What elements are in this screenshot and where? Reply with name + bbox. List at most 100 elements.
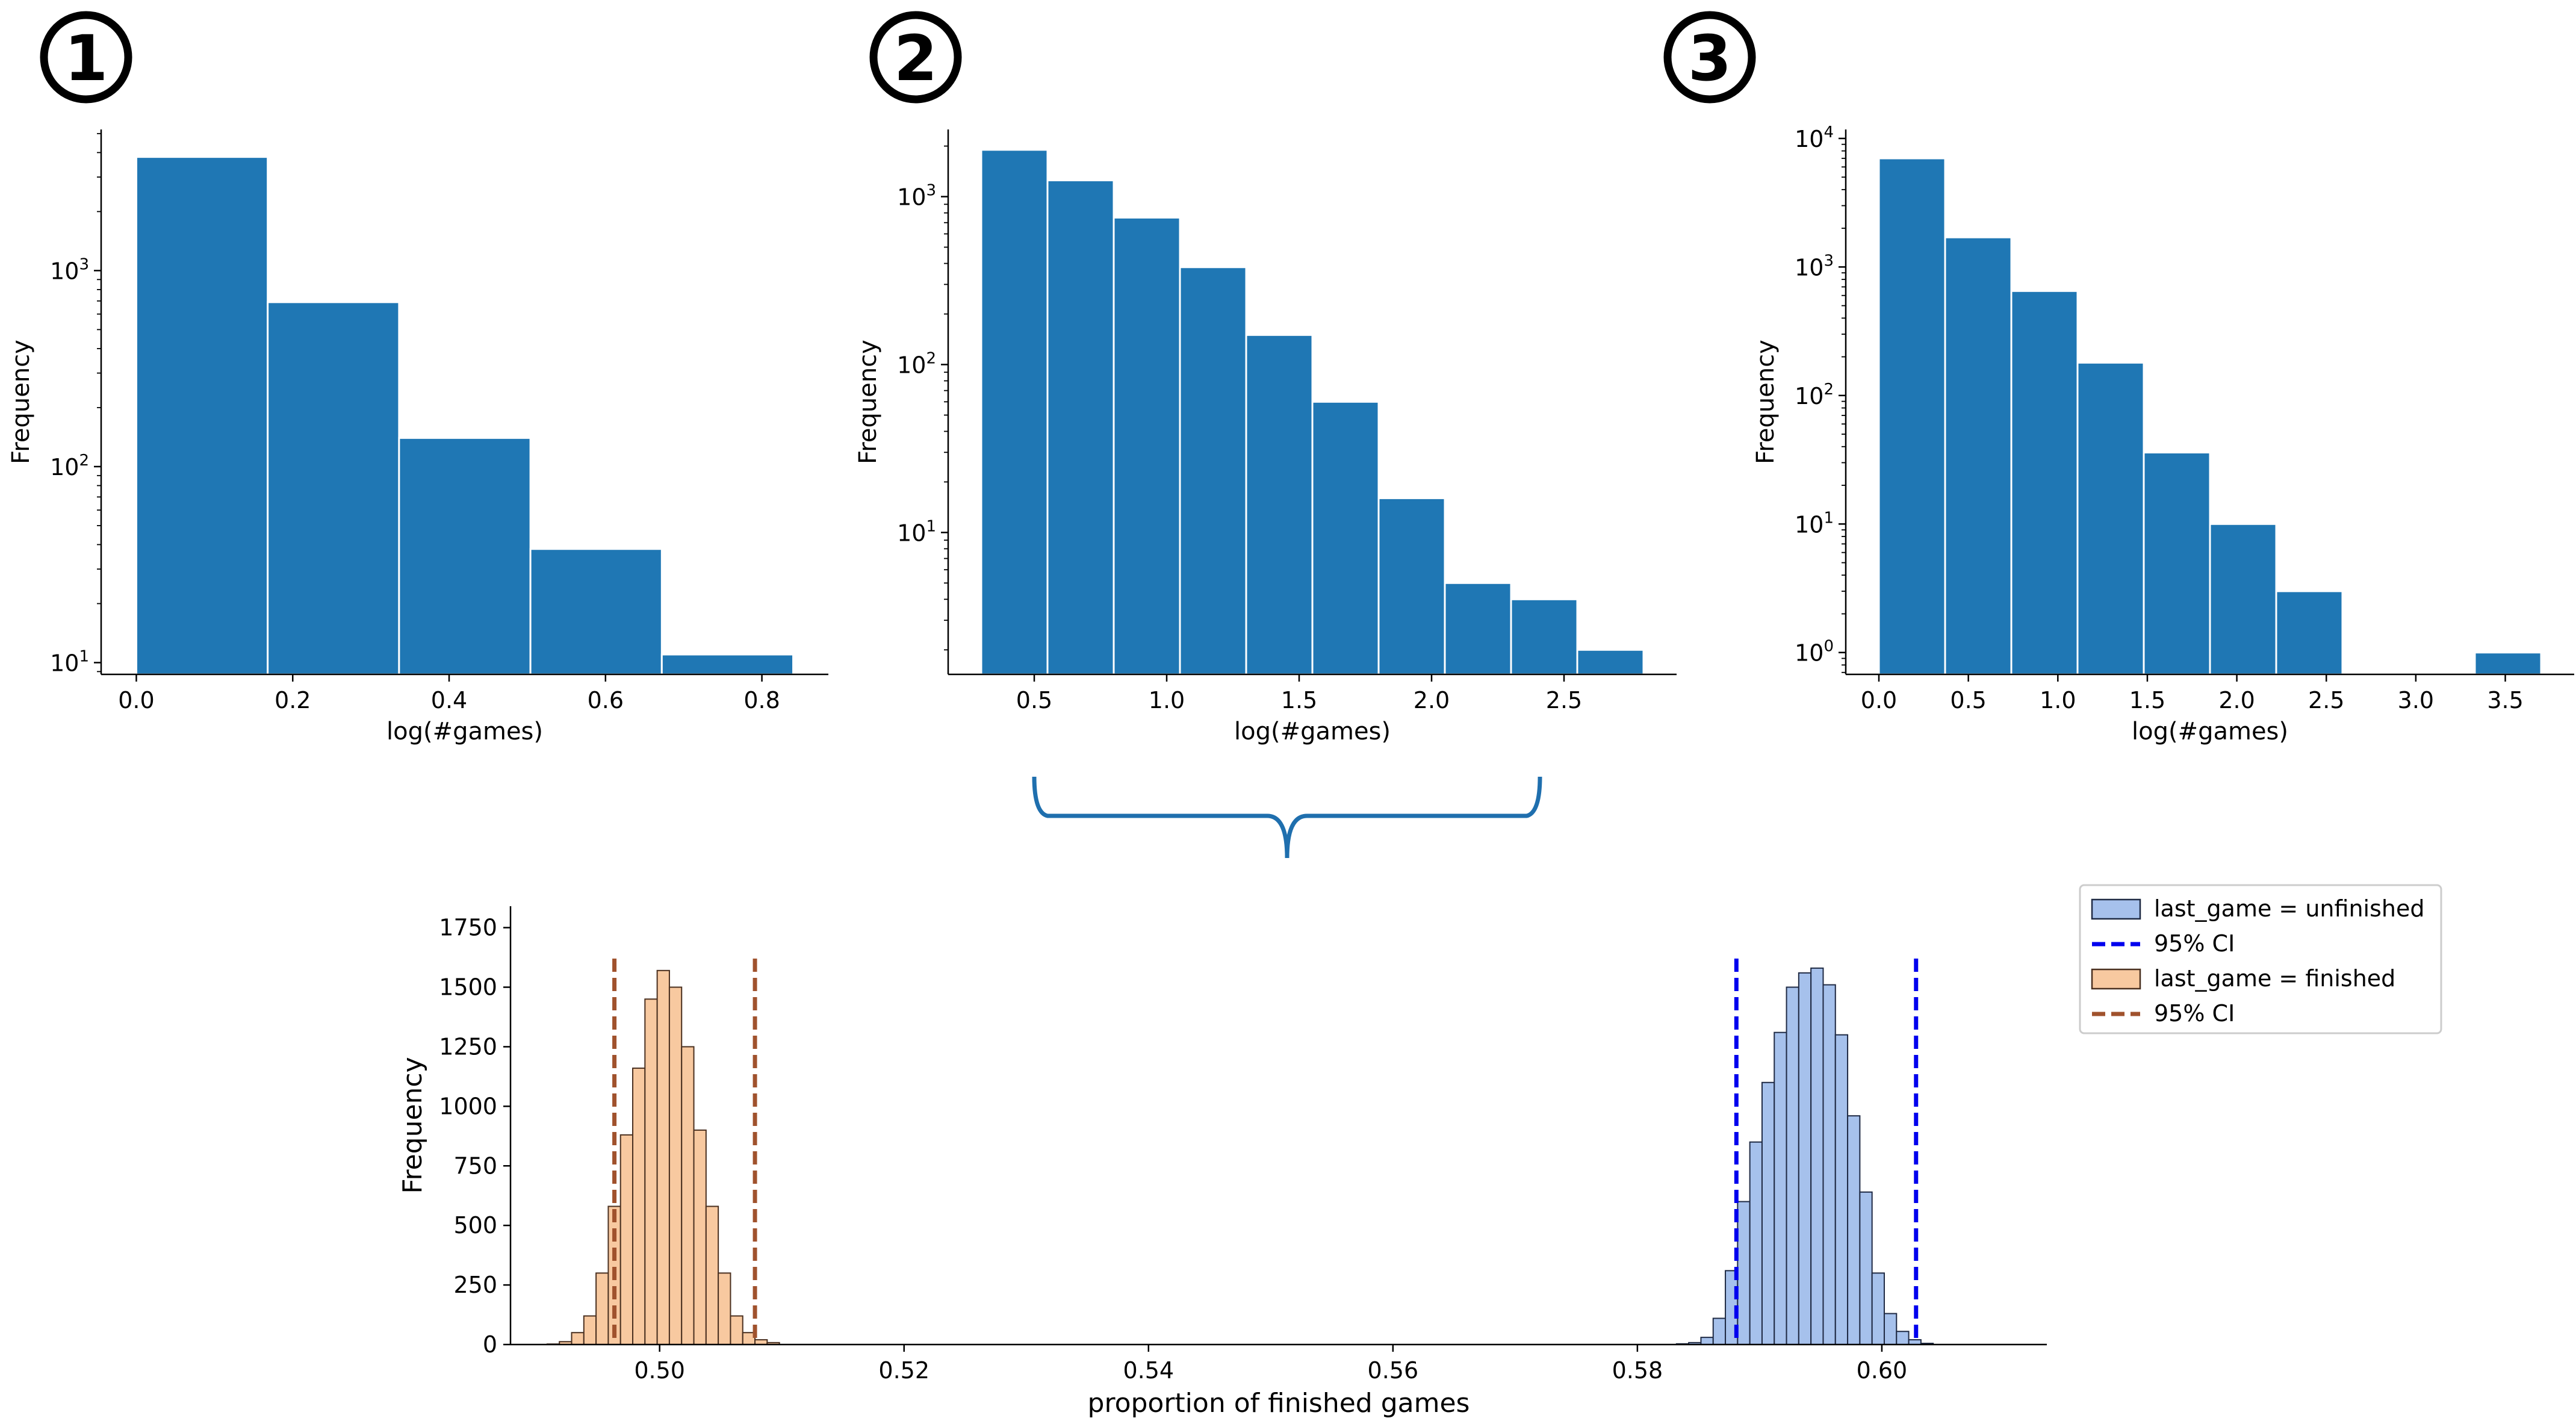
- x-tick-label: 1.5: [2129, 687, 2165, 714]
- histogram-bar: [2474, 651, 2542, 676]
- histogram-bar: [1944, 236, 2013, 676]
- histogram-bar: [2010, 290, 2079, 676]
- y-tick-label: 500: [453, 1212, 497, 1239]
- histogram-bar: [1377, 497, 1446, 676]
- x-tick-label: 0.6: [588, 687, 624, 714]
- bar-unfinished: [1847, 1115, 1861, 1346]
- bar-finished: [693, 1129, 707, 1346]
- y-tick-label: 103: [897, 182, 936, 211]
- y-tick-label: 103: [1795, 252, 1834, 281]
- y-tick-label: 0: [483, 1331, 497, 1358]
- x-tick-label: 0.60: [1857, 1357, 1908, 1384]
- x-axis-label: proportion of finished games: [1088, 1388, 1470, 1419]
- y-tick-label: 1750: [439, 915, 497, 941]
- x-tick-label: 1.5: [1281, 687, 1317, 714]
- histogram-bar: [1245, 334, 1314, 676]
- histogram-bar: [1878, 157, 1946, 676]
- histogram-bar: [2076, 361, 2145, 676]
- x-tick-label: 0.5: [1016, 687, 1052, 714]
- bar-unfinished: [1871, 1272, 1885, 1346]
- x-tick-label: 0.0: [1861, 687, 1897, 714]
- bar-unfinished: [1810, 967, 1824, 1345]
- bar-finished: [668, 986, 683, 1345]
- x-tick-label: 2.0: [1414, 687, 1450, 714]
- x-tick-label: 1.0: [2040, 687, 2076, 714]
- bar-unfinished: [1712, 1317, 1727, 1346]
- bar-unfinished: [1774, 1031, 1787, 1345]
- badge-3: 3: [1663, 11, 1756, 104]
- y-axis-label: Frequency: [7, 340, 35, 464]
- x-tick-label: 0.52: [878, 1357, 930, 1384]
- y-axis-label: Frequency: [397, 1057, 428, 1193]
- y-tick-label: 101: [897, 517, 936, 546]
- histogram-bar: [1113, 216, 1181, 676]
- bar-finished: [583, 1315, 597, 1345]
- x-axis-label: log(#games): [1234, 718, 1391, 745]
- legend-swatch-unfinished: [2091, 898, 2141, 920]
- y-tick-label: 100: [1795, 638, 1834, 667]
- x-tick-label: 0.58: [1612, 1357, 1663, 1384]
- curly-brace: [1032, 776, 1542, 859]
- bar-unfinished: [1700, 1337, 1714, 1345]
- y-axis-label: Frequency: [1752, 340, 1780, 464]
- histogram-bar: [267, 301, 400, 676]
- histogram-bar: [1444, 582, 1512, 676]
- x-tick-label: 2.5: [2308, 687, 2344, 714]
- bar-unfinished: [1761, 1081, 1775, 1345]
- legend: last_game = unfinished 95% CI last_game …: [2079, 884, 2442, 1034]
- histogram-bar: [398, 437, 532, 676]
- histogram-bar: [2275, 590, 2344, 676]
- bar-finished: [632, 1068, 646, 1345]
- histogram-panel-2: 0.5 1.0 1.5 2.0 2.5 101 102 103 log(#games) Frequ…: [854, 129, 1677, 745]
- bootstrap-histogram-panel: 0.50 0.52 0.54 0.56 0.58 0.60 0 250 500 750 1000 12…: [397, 906, 2047, 1419]
- histogram-bar: [529, 548, 663, 676]
- y-tick-label: 104: [1795, 123, 1834, 152]
- x-tick-label: 1.0: [1149, 687, 1185, 714]
- x-tick-label: 3.5: [2487, 687, 2523, 714]
- badge-1: 1: [40, 11, 132, 104]
- histogram-panel-1: 0.0 0.2 0.4 0.6 0.8 101 102 103 log(#games) Frequ…: [7, 129, 828, 745]
- y-tick-label: 101: [50, 647, 89, 676]
- legend-frame: [2079, 884, 2442, 1034]
- bar-unfinished: [1822, 984, 1836, 1345]
- bar-finished: [619, 1134, 634, 1345]
- legend-label-ci-finished: 95% CI: [2154, 1000, 2235, 1027]
- y-tick-label: 102: [50, 452, 89, 480]
- x-tick-label: 0.56: [1368, 1357, 1419, 1384]
- histogram-panel-3: 0.0 0.5 1.0 1.5 2.0 2.5 3.0 3.5 100 101 102 103 104 l…: [1752, 123, 2574, 745]
- x-tick-label: 3.0: [2398, 687, 2434, 714]
- bar-unfinished: [1859, 1191, 1873, 1345]
- bar-finished: [718, 1272, 731, 1346]
- badge-2-label: 2: [894, 22, 937, 95]
- y-tick-label: 250: [453, 1272, 497, 1298]
- bar-unfinished: [1786, 986, 1799, 1345]
- x-tick-label: 2.0: [2218, 687, 2255, 714]
- x-axis-label: log(#games): [2132, 718, 2288, 745]
- bar-finished: [730, 1315, 743, 1345]
- y-axis-label: Frequency: [854, 340, 882, 464]
- y-tick-label: 101: [1795, 509, 1834, 538]
- x-tick-label: 0.8: [743, 687, 780, 714]
- histogram-bar: [2143, 452, 2211, 676]
- legend-swatch-finished: [2091, 968, 2141, 990]
- y-tick-label: 1000: [439, 1093, 497, 1119]
- bar-finished: [644, 998, 658, 1345]
- legend-label-unfinished: last_game = unfinished: [2154, 895, 2424, 922]
- bar-unfinished: [1749, 1141, 1763, 1346]
- y-tick-label: 102: [1795, 381, 1834, 409]
- bar-finished: [571, 1332, 585, 1345]
- bar-finished: [705, 1205, 719, 1345]
- y-tick-label: 1250: [439, 1033, 497, 1060]
- bar-unfinished: [1798, 972, 1812, 1345]
- y-tick-label: 1500: [439, 974, 497, 1001]
- bar-unfinished: [1834, 1034, 1849, 1346]
- histogram-bar: [1576, 648, 1645, 676]
- x-tick-label: 0.0: [118, 687, 154, 714]
- x-tick-label: 0.54: [1123, 1357, 1174, 1384]
- x-tick-label: 0.50: [634, 1357, 685, 1384]
- histogram-bar: [135, 156, 269, 676]
- legend-label-ci-unfinished: 95% CI: [2154, 930, 2235, 957]
- histogram-bar: [660, 653, 795, 676]
- histogram-bar: [1046, 179, 1115, 676]
